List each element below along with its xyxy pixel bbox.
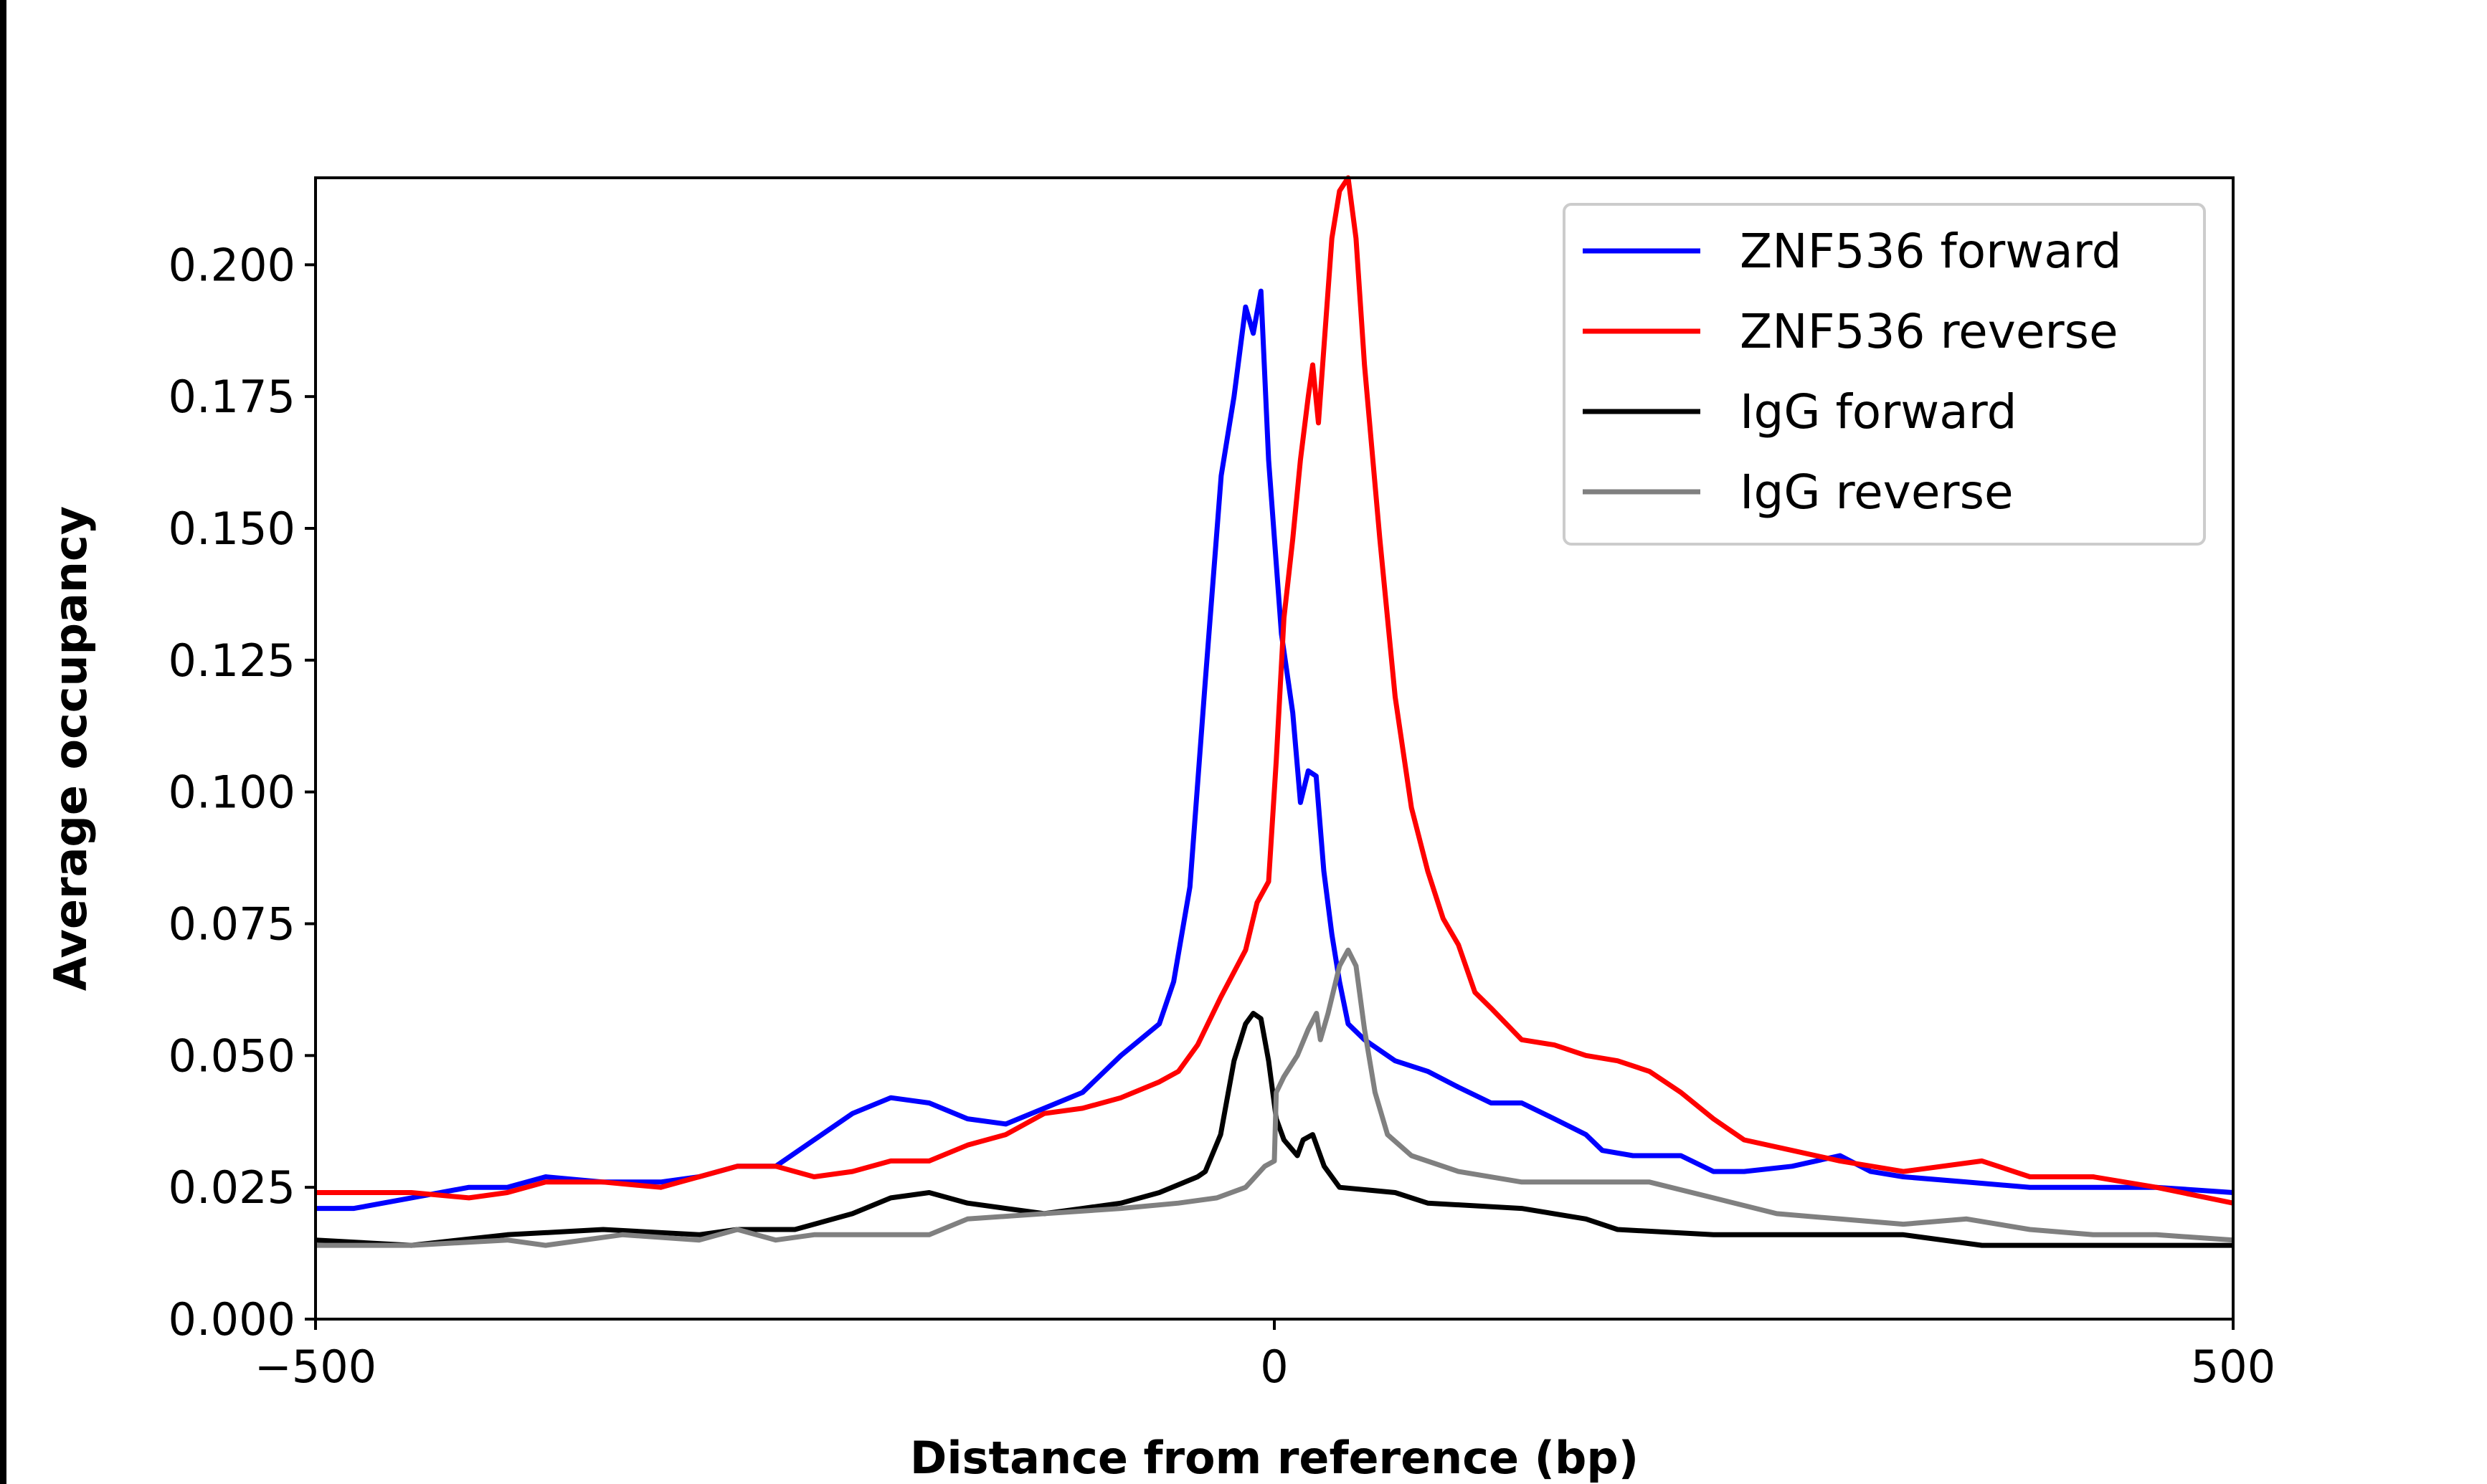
x-tick-label: 500 — [2191, 1341, 2275, 1393]
y-tick-label: 0.075 — [169, 898, 296, 950]
left-edge-bar — [0, 0, 6, 1484]
y-tick-label: 0.125 — [169, 634, 296, 687]
y-tick-label: 0.000 — [169, 1293, 296, 1346]
legend-entry: IgG forward — [1740, 384, 2017, 439]
series-lines — [315, 175, 2234, 1248]
series-line-igg-reverse — [316, 947, 2234, 1248]
series-line-igg-forward — [315, 1011, 2233, 1248]
x-axis-ticks: −500 0 500 — [255, 1319, 2275, 1393]
y-axis-label: Average occupancy — [44, 506, 97, 991]
y-tick-label: 0.050 — [169, 1029, 296, 1082]
y-tick-label: 0.200 — [169, 239, 296, 291]
x-tick-label: −500 — [255, 1341, 376, 1393]
legend-entry: IgG reverse — [1740, 465, 2014, 520]
y-tick-label: 0.150 — [169, 503, 296, 555]
x-axis-label: Distance from reference (bp) — [910, 1432, 1639, 1484]
y-tick-label: 0.100 — [169, 766, 296, 819]
y-tick-label: 0.025 — [169, 1161, 296, 1214]
legend-box — [1563, 203, 2206, 546]
legend-entry: ZNF536 forward — [1740, 224, 2122, 279]
legend: ZNF536 forward ZNF536 reverse IgG forward I… — [1563, 203, 2206, 546]
legend-entry: ZNF536 reverse — [1740, 304, 2118, 359]
series-line-znf536-reverse — [316, 175, 2234, 1206]
x-tick-label: 0 — [1260, 1341, 1288, 1393]
y-tick-label: 0.175 — [169, 371, 296, 423]
y-axis-ticks: 0.000 0.025 0.050 0.075 0.100 0.125 0.150 0.175… — [169, 239, 316, 1346]
